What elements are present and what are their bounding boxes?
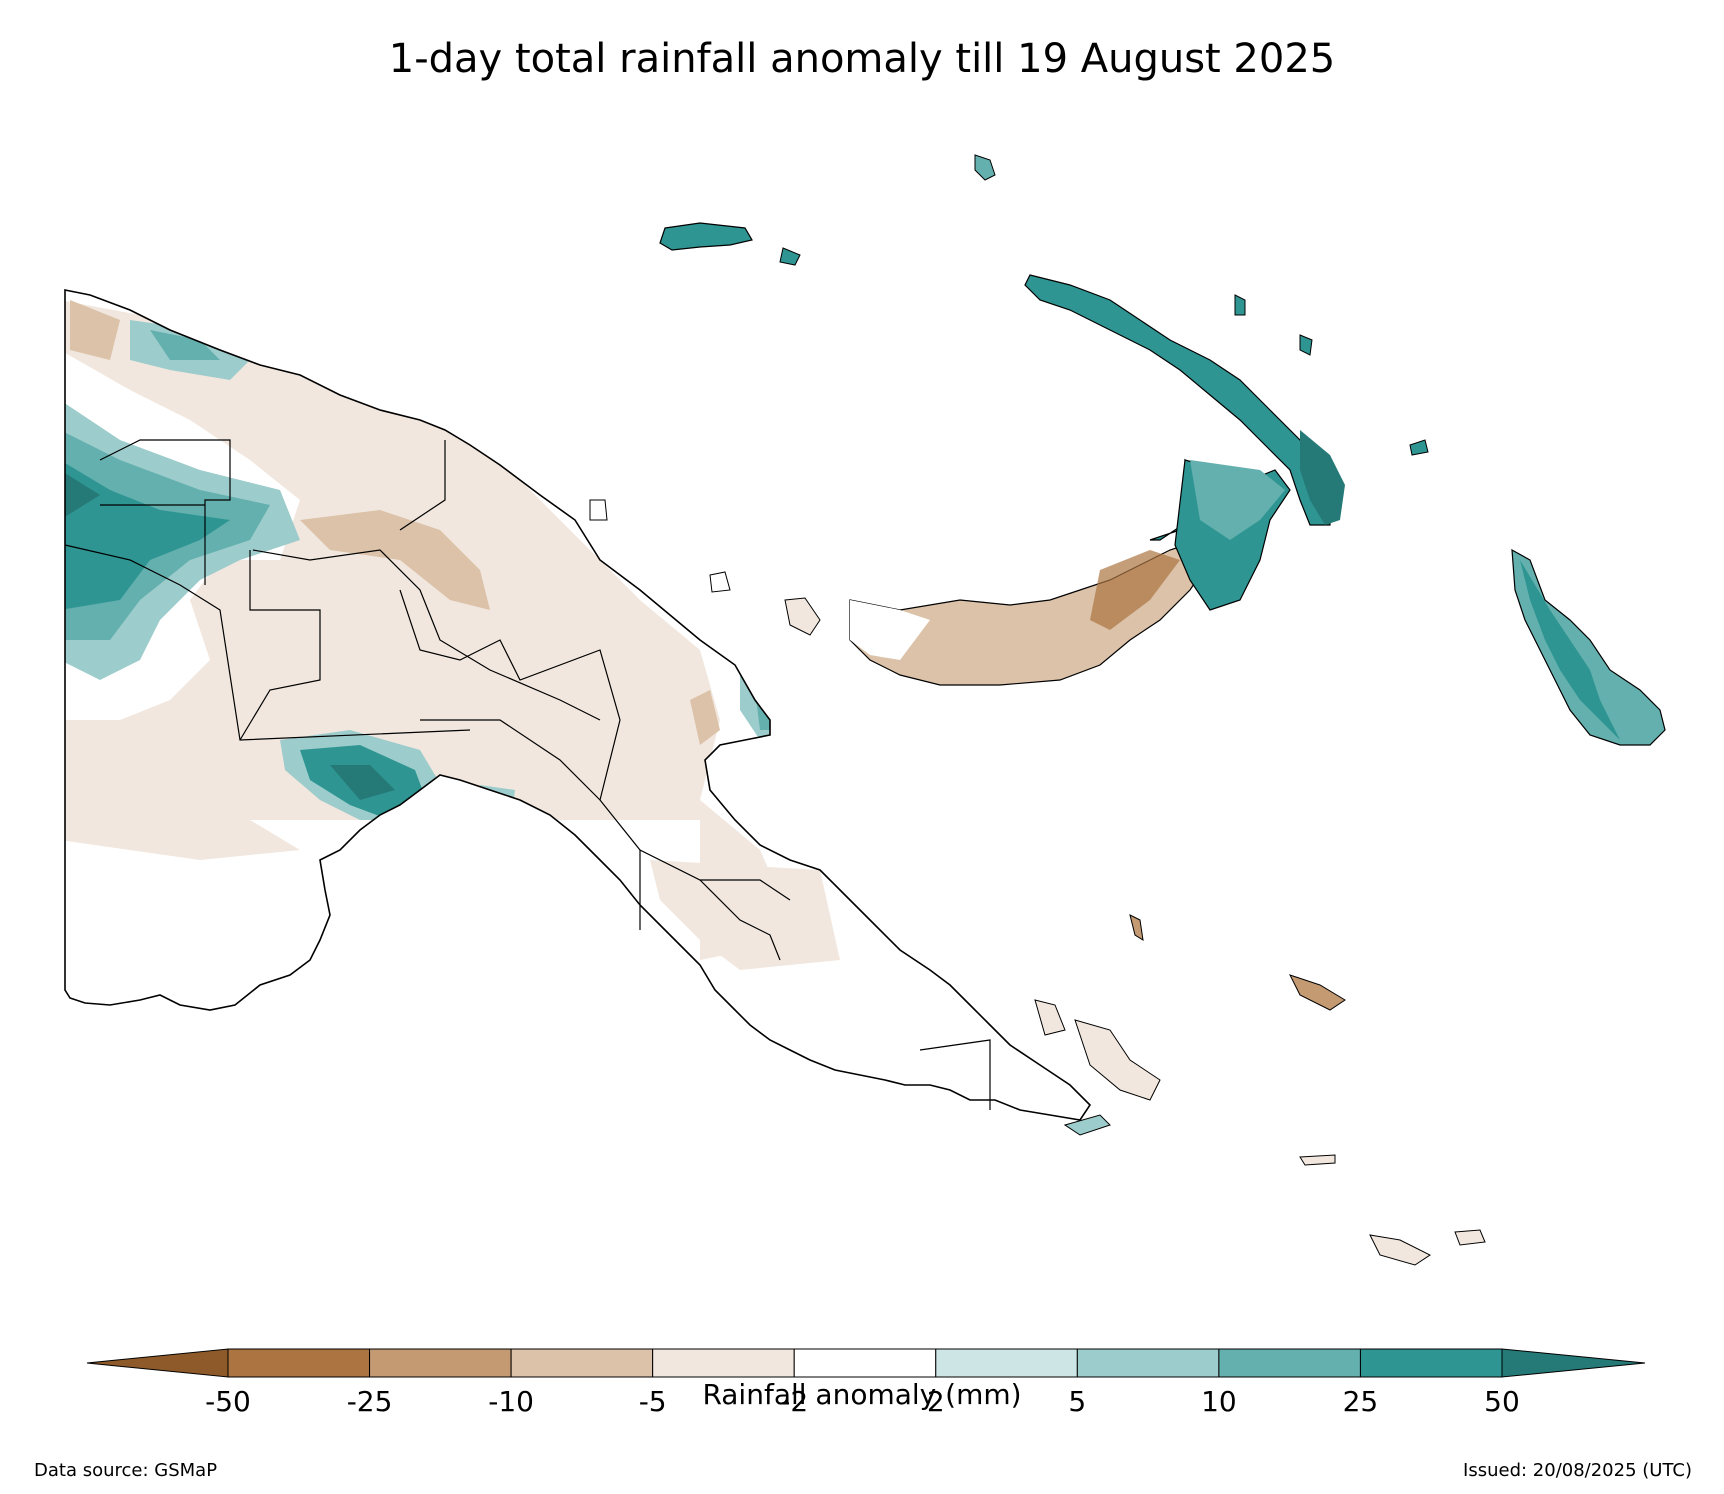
colorbar-tick-label: -25 bbox=[347, 1385, 393, 1418]
colorbar-tick-label: -50 bbox=[205, 1385, 251, 1418]
issued-date: Issued: 20/08/2025 (UTC) bbox=[1463, 1460, 1692, 1481]
colorbar-tick-label: 2 bbox=[927, 1385, 945, 1418]
island-bougainville bbox=[1511, 548, 1666, 746]
mainland-coastline bbox=[64, 289, 1092, 1121]
colorbar-tick-label: -10 bbox=[488, 1385, 534, 1418]
colorbar-segment bbox=[227, 1348, 371, 1378]
colorbar-segment bbox=[935, 1348, 1078, 1378]
colorbar-tick-label: 10 bbox=[1201, 1385, 1237, 1418]
colorbar-tick-label: 50 bbox=[1484, 1385, 1520, 1418]
colorbar-segment bbox=[652, 1348, 795, 1378]
mainland-rainfall-field bbox=[65, 290, 1090, 1120]
colorbar-segment bbox=[369, 1348, 512, 1378]
colorbar-tick-label: 5 bbox=[1068, 1385, 1086, 1418]
colorbar-segment bbox=[1076, 1348, 1220, 1378]
colorbar-tick-label: -5 bbox=[639, 1385, 667, 1418]
colorbar-segment bbox=[1359, 1348, 1503, 1378]
island-manus bbox=[659, 222, 753, 251]
map-title: 1-day total rainfall anomaly till 19 Aug… bbox=[388, 36, 1336, 82]
colorbar-label: Rainfall anomaly (mm) bbox=[702, 1378, 1022, 1411]
colorbar: -50 -25 -10 -5 -2 2 5 10 25 50 bbox=[86, 1348, 1646, 1418]
island-new-ireland bbox=[1024, 274, 1331, 526]
colorbar-extend-low bbox=[86, 1348, 229, 1378]
colorbar-tick-label: 25 bbox=[1343, 1385, 1379, 1418]
colorbar-tick-label: -2 bbox=[780, 1385, 808, 1418]
colorbar-extend-high bbox=[1501, 1348, 1646, 1378]
colorbar-segment bbox=[1218, 1348, 1361, 1378]
colorbar-segment bbox=[510, 1348, 654, 1378]
province-boundaries bbox=[64, 439, 991, 1110]
data-source: Data source: GSMaP bbox=[34, 1460, 218, 1481]
island-woodlark bbox=[1289, 974, 1346, 1011]
colorbar-segment bbox=[793, 1348, 937, 1378]
